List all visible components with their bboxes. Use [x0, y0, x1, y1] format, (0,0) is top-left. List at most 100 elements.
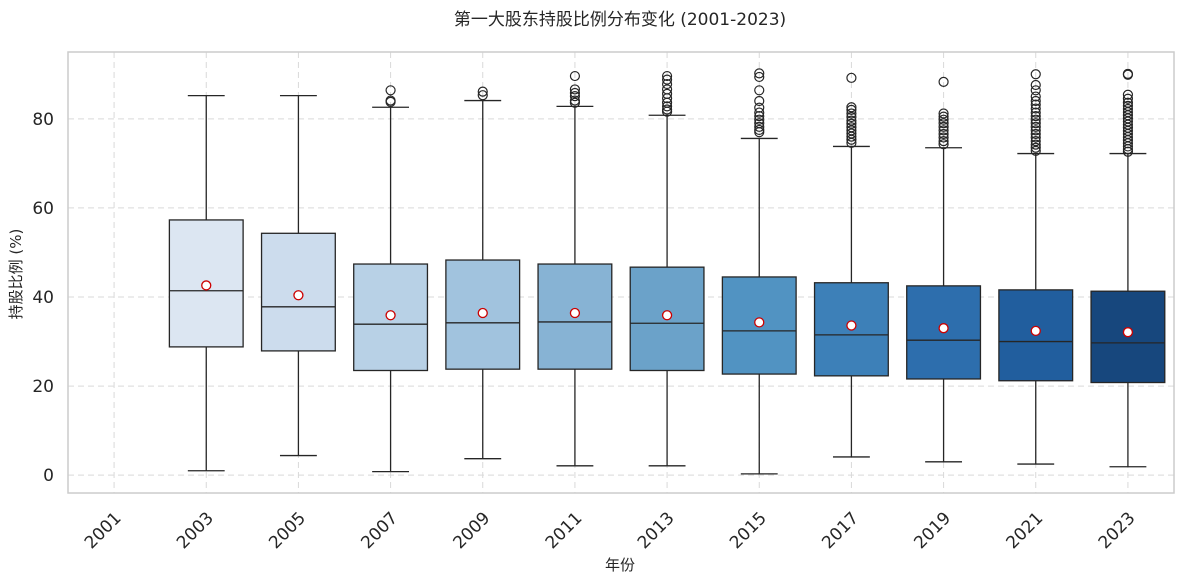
outlier-point [938, 121, 949, 132]
outlier-point [846, 102, 857, 113]
y-axis-title: 持股比例 (%) [7, 229, 25, 320]
x-tick-label: 2001 [81, 508, 126, 553]
outlier-point [1030, 95, 1041, 107]
box-group-2021 [998, 69, 1074, 465]
outlier-point [661, 101, 673, 112]
box-iqr [353, 263, 429, 372]
outlier-point [846, 104, 857, 116]
outlier-point [569, 90, 581, 102]
outlier-point [938, 139, 949, 150]
x-tick-label: 2005 [265, 508, 310, 553]
outlier-point [661, 74, 673, 85]
y-tick-label: 20 [32, 377, 54, 397]
outlier-point [754, 107, 765, 118]
y-tick-labels: 0 20 40 60 80 [32, 110, 54, 486]
chart-title: 第一大股东持股比例分布变化 (2001-2023) [454, 10, 786, 30]
outlier-point [1122, 89, 1134, 100]
outlier-point [754, 114, 765, 125]
y-tick-label: 40 [32, 288, 54, 308]
box-group-2009 [445, 86, 521, 460]
outlier-point [938, 125, 949, 136]
plot-frame [67, 51, 1175, 494]
mean-marker [1030, 325, 1041, 337]
outlier-point [846, 118, 857, 129]
x-tick-label: 2023 [1095, 508, 1140, 553]
mean-marker [1122, 327, 1134, 338]
outlier-point [938, 111, 949, 122]
mean-marker [661, 310, 673, 321]
outlier-point [1030, 145, 1041, 156]
outlier-point [1030, 114, 1041, 125]
box-group-2007 [353, 85, 429, 473]
outlier-point [661, 88, 673, 99]
outlier-point [938, 132, 949, 143]
outlier-point [661, 78, 673, 90]
x-tick-label: 2007 [357, 508, 402, 553]
box-group-2023 [1090, 68, 1166, 468]
outlier-point [661, 104, 673, 115]
x-tick-label: 2019 [910, 508, 955, 553]
box-group-2011 [537, 70, 613, 467]
outlier-point [1030, 139, 1041, 150]
outlier-point [569, 84, 581, 95]
box-group-2005 [260, 95, 336, 457]
outlier-point [1030, 121, 1041, 132]
x-tick-label: 2003 [173, 508, 218, 553]
outlier-point [754, 118, 765, 129]
outlier-point [385, 95, 396, 106]
outlier-point [1030, 142, 1041, 153]
y-tick-label: 60 [32, 199, 54, 219]
outlier-point [569, 87, 581, 99]
y-tick-label: 80 [32, 110, 54, 130]
x-tick-label: 2021 [1003, 508, 1048, 553]
mean-marker [846, 320, 857, 331]
outlier-point [569, 95, 581, 106]
outlier-point [938, 114, 949, 125]
outlier-point [754, 124, 765, 136]
outlier-point [477, 90, 488, 101]
mean-marker [477, 307, 488, 319]
outlier-point [754, 102, 765, 113]
outlier-point [1030, 85, 1041, 96]
outlier-point [1030, 128, 1041, 140]
x-tick-labels: 2001 2003 2005 2007 2009 2011 2013 2015 2017 2019… [81, 508, 1140, 553]
mean-marker [293, 290, 304, 301]
outlier-point [1030, 91, 1041, 102]
mean-marker [938, 323, 949, 334]
outlier-point [846, 122, 857, 133]
outlier-point [846, 125, 857, 136]
box-group-2015 [721, 68, 797, 475]
x-tick-label: 2011 [542, 508, 587, 553]
x-tick-label: 2015 [726, 508, 771, 553]
outlier-point [846, 111, 857, 123]
box-group-2013 [629, 70, 705, 467]
box-group-2019 [906, 76, 982, 463]
outlier-point [1030, 79, 1041, 91]
outlier-point [661, 70, 673, 82]
outlier-point [754, 95, 765, 107]
outlier-point [385, 85, 396, 96]
x-axis-title: 年份 [605, 556, 635, 574]
mean-marker [201, 280, 212, 291]
box-group-2003 [168, 95, 244, 472]
outlier-point [754, 71, 765, 83]
outlier-point [754, 85, 765, 96]
outlier-point [846, 128, 857, 139]
outlier-point [1030, 118, 1041, 129]
outlier-point [661, 84, 673, 95]
mean-marker [385, 310, 396, 321]
x-tick-label: 2009 [450, 508, 495, 553]
outlier-point [1030, 132, 1041, 143]
outlier-point [754, 121, 765, 132]
mean-marker [569, 307, 581, 319]
outlier-point [1030, 69, 1041, 80]
outlier-point [1030, 135, 1041, 147]
outlier-point [1030, 111, 1041, 122]
outlier-point [846, 108, 857, 119]
outlier-point [938, 118, 949, 129]
outlier-point [569, 70, 581, 82]
boxes-layer [168, 68, 1166, 475]
outlier-point [1030, 125, 1041, 136]
y-tick-label: 0 [43, 466, 54, 486]
